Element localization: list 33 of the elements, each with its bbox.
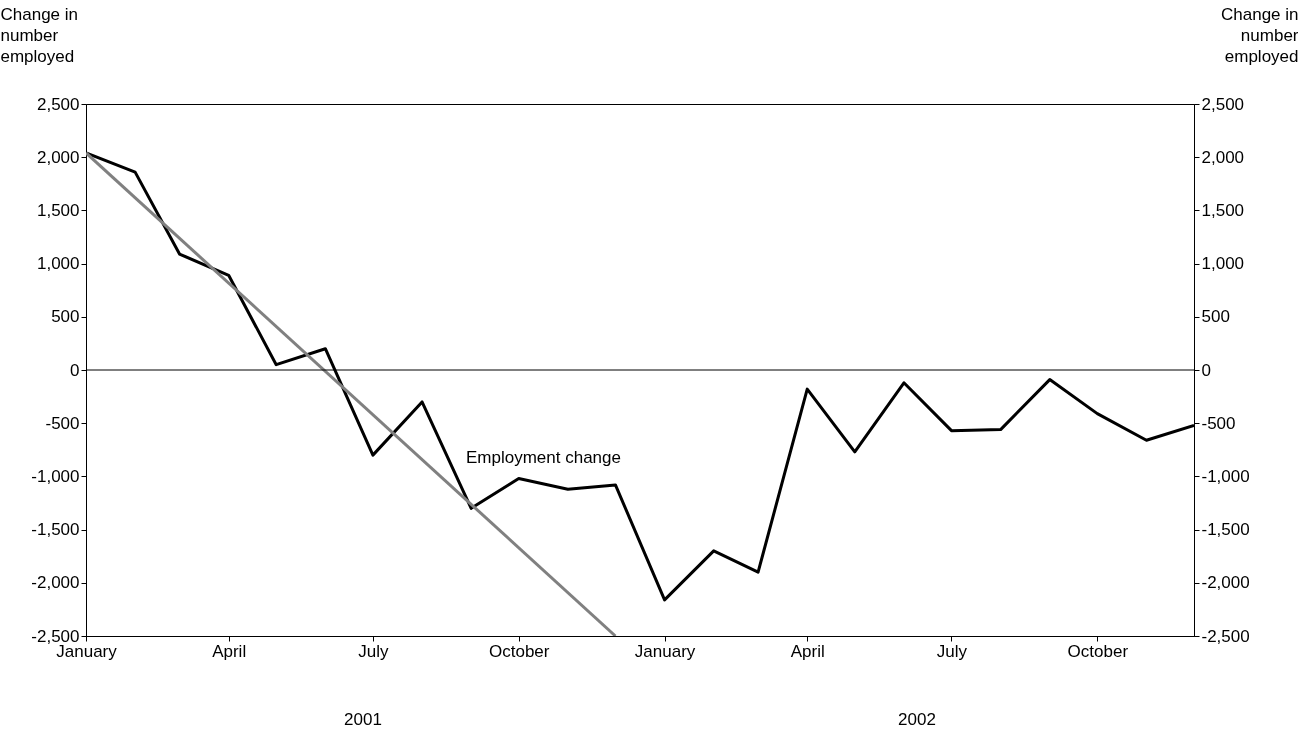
y-tick-label: 1,000 (36, 254, 80, 274)
x-tick-label: July (358, 641, 390, 661)
text: 2001 (344, 710, 382, 730)
y-tick-label: -1,500 (31, 520, 80, 540)
y-tick-label: 0 (70, 360, 80, 380)
y-tick-label: 500 (51, 307, 80, 327)
text: 2002 (898, 710, 936, 730)
x-tick-label: July (936, 641, 968, 661)
y-tick-label: 2,000 (36, 147, 80, 167)
y2-tick-label: -1,000 (1201, 466, 1250, 486)
x-tick-label: April (212, 641, 247, 661)
x-tick-label: October (1067, 641, 1129, 661)
y2-tick-label: -2,500 (1201, 626, 1250, 646)
y-axis-title: Change in number employed (0, 4, 79, 66)
y2-tick-label: 1,500 (1201, 200, 1245, 220)
x-tick-label: January (634, 641, 696, 661)
y-tick-label: -2,000 (31, 573, 80, 593)
y2-tick-label: 0 (1201, 360, 1211, 380)
y-tick-label: 1,500 (36, 200, 80, 220)
y2-tick-label: 500 (1201, 307, 1230, 327)
y2-tick-label: 1,000 (1201, 254, 1245, 274)
y2-axis-title: Change in number employed (1220, 4, 1298, 66)
y2-tick-label: -500 (1201, 413, 1236, 433)
x-tick-label: April (790, 641, 825, 661)
y-tick-label: -1,000 (31, 466, 80, 486)
y2-tick-label: 2,000 (1201, 147, 1245, 167)
y2-tick-label: -1,500 (1201, 520, 1250, 540)
y2-tick-label: -2,000 (1201, 573, 1250, 593)
y2-tick-label: 2,500 (1201, 94, 1245, 114)
y-tick-label: 2,500 (36, 94, 80, 114)
series-label: Employment change (466, 448, 621, 468)
x-tick-label: October (489, 641, 550, 661)
y-tick-label: -500 (45, 413, 80, 433)
